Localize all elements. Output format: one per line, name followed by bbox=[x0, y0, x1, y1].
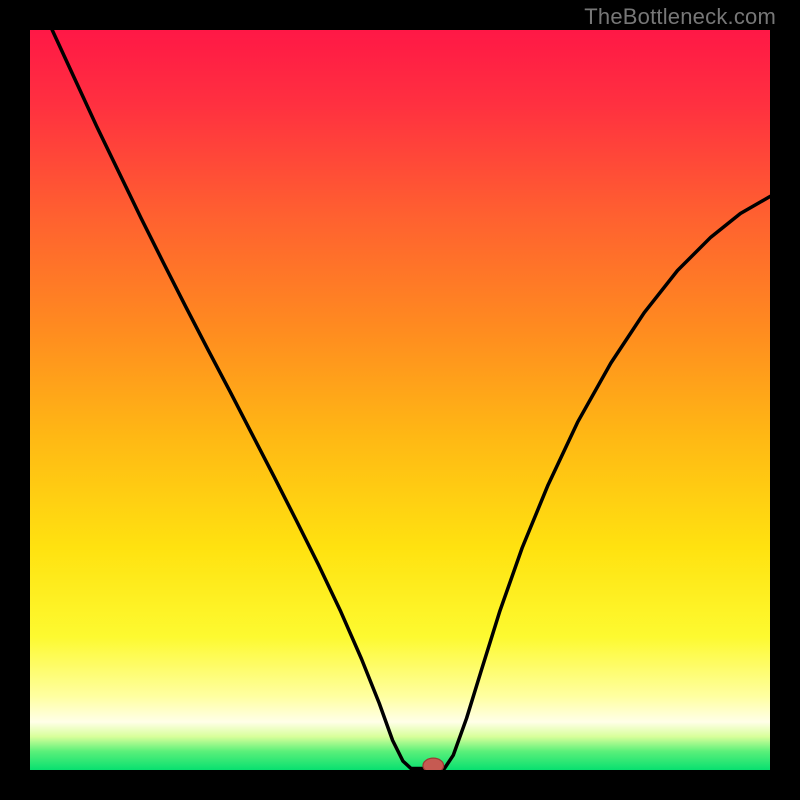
chart-container: TheBottleneck.com bbox=[0, 0, 800, 800]
bottleneck-chart bbox=[0, 0, 800, 800]
plot-background bbox=[30, 30, 770, 770]
watermark-text: TheBottleneck.com bbox=[584, 4, 776, 30]
